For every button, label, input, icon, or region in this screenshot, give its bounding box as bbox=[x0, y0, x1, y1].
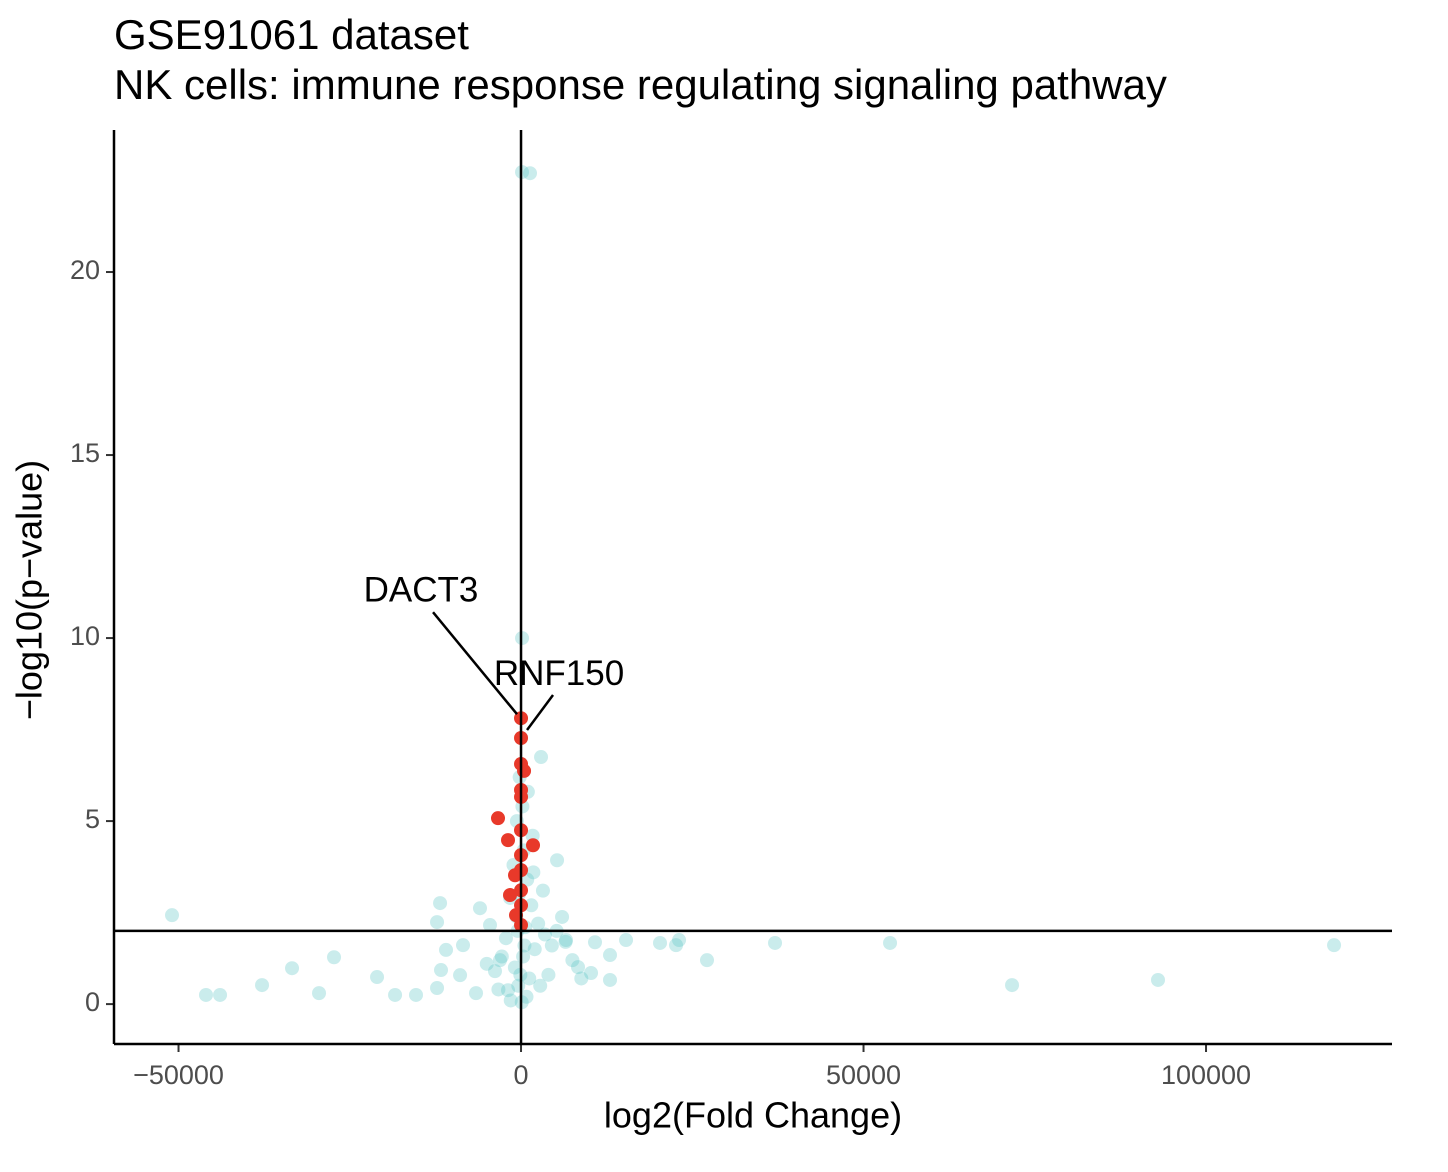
data-point bbox=[370, 970, 385, 985]
data-point bbox=[434, 963, 449, 978]
data-point bbox=[584, 965, 599, 980]
y-tick-label: 0 bbox=[85, 987, 100, 1017]
data-point bbox=[524, 898, 539, 913]
data-point bbox=[501, 833, 516, 848]
data-point bbox=[502, 888, 517, 903]
data-point bbox=[619, 933, 634, 948]
data-point bbox=[507, 960, 522, 975]
y-tick-label: 10 bbox=[70, 621, 100, 651]
data-point bbox=[531, 916, 546, 931]
data-point bbox=[430, 915, 445, 930]
data-point bbox=[527, 942, 542, 957]
annotation-leader bbox=[526, 694, 555, 731]
data-point bbox=[603, 948, 618, 963]
data-point bbox=[519, 989, 534, 1004]
data-point bbox=[653, 935, 668, 950]
chart-title: GSE91061 dataset bbox=[114, 11, 469, 58]
data-point bbox=[469, 986, 484, 1001]
data-point bbox=[533, 978, 548, 993]
data-point bbox=[501, 983, 516, 998]
data-point bbox=[603, 972, 618, 987]
data-point bbox=[700, 953, 715, 968]
data-point bbox=[430, 980, 445, 995]
x-tick-label: −50000 bbox=[133, 1060, 224, 1090]
data-point bbox=[768, 935, 783, 950]
y-tick-label: 20 bbox=[70, 255, 100, 285]
data-point bbox=[507, 868, 522, 883]
data-point bbox=[494, 949, 509, 964]
data-point bbox=[571, 960, 586, 975]
y-tick-label: 15 bbox=[70, 438, 100, 468]
data-point bbox=[439, 942, 454, 957]
data-point bbox=[535, 883, 550, 898]
data-point bbox=[669, 938, 684, 953]
annotation-leader bbox=[432, 611, 518, 716]
data-point bbox=[327, 950, 342, 965]
data-point bbox=[482, 918, 497, 933]
data-point bbox=[453, 968, 468, 983]
data-point bbox=[672, 933, 687, 948]
data-point bbox=[503, 993, 518, 1008]
data-point bbox=[522, 166, 537, 181]
data-point bbox=[516, 949, 531, 964]
data-point bbox=[555, 909, 570, 924]
data-point bbox=[1151, 972, 1166, 987]
data-point bbox=[883, 935, 898, 950]
data-point bbox=[409, 987, 424, 1002]
data-point bbox=[534, 750, 549, 765]
data-point bbox=[574, 971, 589, 986]
data-point bbox=[517, 938, 532, 953]
data-point bbox=[388, 987, 403, 1002]
data-point bbox=[198, 987, 213, 1002]
y-axis-label: −log10(p−value) bbox=[9, 460, 50, 720]
data-point bbox=[522, 971, 537, 986]
data-point bbox=[526, 865, 541, 880]
data-point bbox=[550, 853, 565, 868]
data-point bbox=[559, 933, 574, 948]
x-axis-label: log2(Fold Change) bbox=[604, 1095, 902, 1136]
data-point bbox=[213, 987, 228, 1002]
chart-subtitle: NK cells: immune response regulating sig… bbox=[114, 61, 1167, 108]
data-point bbox=[479, 956, 494, 971]
annotation-label: RNF150 bbox=[494, 654, 624, 693]
x-tick-label: 0 bbox=[514, 1060, 529, 1090]
x-tick-label: 50000 bbox=[826, 1060, 901, 1090]
data-point bbox=[472, 901, 487, 916]
data-point bbox=[526, 838, 541, 853]
data-point bbox=[517, 763, 532, 778]
data-point bbox=[487, 964, 502, 979]
data-point bbox=[544, 938, 559, 953]
data-point bbox=[312, 986, 327, 1001]
data-point bbox=[558, 934, 573, 949]
annotation-label: DACT3 bbox=[364, 570, 479, 609]
data-point bbox=[588, 935, 603, 950]
data-point bbox=[498, 931, 513, 946]
data-point bbox=[456, 938, 471, 953]
data-point bbox=[255, 978, 270, 993]
data-point bbox=[165, 908, 180, 923]
data-point bbox=[491, 811, 506, 826]
data-point bbox=[565, 953, 580, 968]
data-point bbox=[285, 961, 300, 976]
data-point bbox=[491, 982, 506, 997]
data-point bbox=[1327, 938, 1342, 953]
data-point bbox=[541, 967, 556, 982]
data-point bbox=[433, 896, 448, 911]
x-tick-label: 100000 bbox=[1161, 1060, 1251, 1090]
data-point bbox=[1005, 978, 1020, 993]
data-point bbox=[492, 953, 507, 968]
y-tick-label: 5 bbox=[85, 804, 100, 834]
